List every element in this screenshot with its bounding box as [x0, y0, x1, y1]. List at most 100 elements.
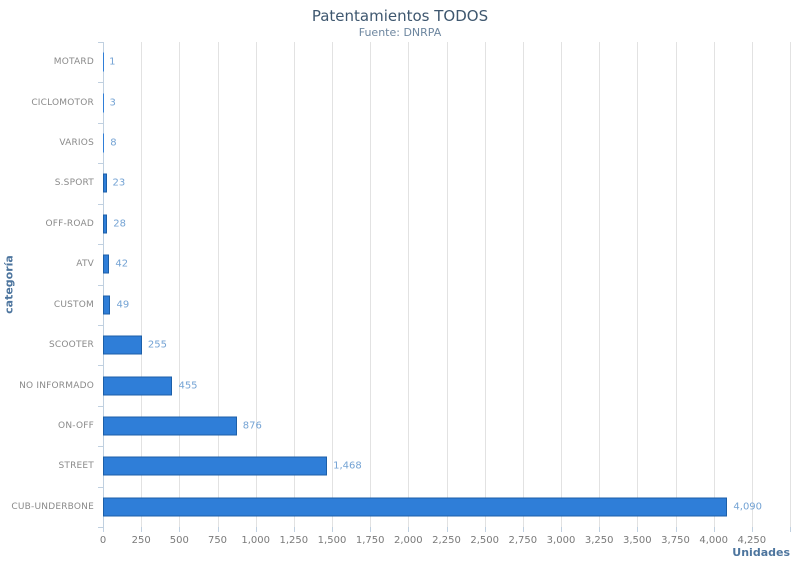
category-axis-tick	[98, 42, 103, 43]
bar[interactable]	[103, 254, 110, 274]
x-axis-tick	[141, 527, 143, 532]
x-axis-tick	[446, 527, 448, 532]
y-axis-line	[103, 42, 104, 527]
bar-value-label: 455	[178, 380, 198, 392]
x-axis-tick	[332, 527, 333, 532]
x-axis-tick	[599, 527, 601, 532]
x-tick-label: 500	[169, 535, 189, 546]
bar-row: CICLOMOTOR 3	[31, 82, 790, 122]
x-axis-tick	[103, 527, 104, 532]
category-axis-tick	[98, 405, 103, 407]
x-tick-label: 3,000	[546, 535, 576, 546]
bar-row: CUB-UNDERBONE 4,090	[11, 487, 790, 527]
category-axis-tick	[98, 163, 103, 165]
category-axis-tick	[98, 82, 103, 84]
x-tick-label: 1,500	[317, 535, 347, 546]
bar-value-label: 1,468	[333, 460, 362, 472]
x-tick-label: 750	[207, 535, 228, 546]
bar-row: VARIOS 8	[59, 123, 790, 163]
x-axis-tick	[255, 527, 257, 532]
category-axis-tick	[98, 284, 103, 286]
bar[interactable]	[103, 214, 108, 234]
x-tick-label: 1,750	[355, 535, 385, 546]
category-axis-tick	[98, 446, 103, 448]
x-axis-title: Unidades	[732, 546, 790, 559]
category-axis-tick	[98, 122, 103, 124]
category-label: VARIOS	[59, 138, 94, 149]
bar-value-label: 255	[147, 339, 168, 351]
plot-area: 0 250 500 750 1,000 1,250 1,500 1,750 2,000 2,250…	[11, 42, 791, 546]
x-axis-tick	[637, 527, 639, 532]
x-axis-tick	[790, 527, 791, 532]
bar[interactable]	[103, 416, 237, 436]
category-label: STREET	[58, 461, 94, 472]
x-tick-label: 3,250	[584, 535, 614, 546]
x-tick-label: 2,000	[394, 535, 423, 546]
bar-value-label: 23	[112, 177, 126, 189]
x-axis-tick	[217, 527, 219, 532]
x-tick-label: 4,250	[737, 535, 767, 546]
x-tick-label: 2,500	[470, 535, 499, 546]
category-axis-tick	[98, 324, 103, 326]
x-tick-label: 2,750	[508, 535, 538, 546]
x-tick-label: 2,250	[432, 535, 461, 546]
bar[interactable]	[103, 295, 111, 315]
category-axis-tick	[98, 486, 103, 488]
x-axis-tick	[751, 527, 753, 532]
bar-row: STREET 1,468	[58, 446, 790, 486]
bar-row: SCOOTER 255	[49, 325, 790, 365]
bar-value-label: 3	[109, 97, 116, 109]
x-axis-tick	[293, 527, 295, 532]
category-label: CICLOMOTOR	[31, 97, 94, 108]
bar[interactable]	[103, 173, 107, 193]
chart-title: Patentamientos TODOS	[311, 7, 489, 25]
x-tick-label: 0	[99, 535, 107, 546]
gridline	[790, 42, 791, 527]
bar-value-label: 8	[110, 137, 117, 149]
bar-value-label: 28	[113, 218, 126, 230]
bar-value-label: 4,090	[733, 501, 763, 513]
x-axis-tick	[179, 527, 181, 532]
bar-value-label: 42	[115, 258, 129, 270]
category-label: MOTARD	[53, 57, 94, 68]
bar-value-label: 1	[109, 56, 116, 68]
category-label: CUSTOM	[53, 299, 94, 310]
bar-row: MOTARD 1	[54, 42, 790, 82]
x-axis-tick	[561, 527, 562, 532]
bar-value-label: 49	[116, 299, 130, 311]
bar-row: OFF-ROAD 28	[45, 204, 790, 244]
x-tick-label: 1,000	[241, 535, 270, 546]
x-axis-tick	[370, 527, 372, 532]
x-axis-tick	[522, 527, 524, 532]
bar[interactable]	[103, 376, 173, 396]
x-tick-label: 3,500	[623, 535, 652, 546]
category-label: SCOOTER	[48, 340, 94, 351]
bar[interactable]	[103, 456, 328, 476]
category-label: ON-OFF	[58, 420, 94, 431]
x-axis-tick	[675, 527, 677, 532]
bar-value-label: 876	[242, 420, 262, 432]
bar-row: NO INFORMADO 455	[19, 365, 790, 405]
y-axis-title: categoría	[2, 255, 16, 314]
category-label: NO INFORMADO	[19, 380, 94, 391]
bar-row: ATV 42	[76, 244, 790, 284]
category-label: S.SPORT	[54, 178, 94, 189]
bar[interactable]	[103, 133, 105, 153]
bar-row: S.SPORT 23	[55, 163, 790, 203]
x-axis-tick	[713, 527, 715, 532]
x-tick-label: 1,250	[279, 535, 309, 546]
x-tick-label: 3,750	[661, 535, 690, 546]
category-axis-tick	[98, 365, 103, 367]
x-axis-tick	[484, 527, 486, 532]
bar-row: ON-OFF 876	[58, 406, 790, 446]
chart-subtitle: Fuente: DNRPA	[358, 26, 442, 39]
category-axis-tick	[98, 244, 103, 246]
category-axis-tick	[98, 527, 103, 528]
x-tick-label: 4,000	[699, 535, 728, 546]
category-label: ATV	[76, 259, 94, 270]
category-label: OFF-ROAD	[45, 218, 94, 229]
bar[interactable]	[103, 335, 142, 355]
bar-row: CUSTOM 49	[54, 285, 790, 325]
bar[interactable]	[103, 497, 728, 517]
